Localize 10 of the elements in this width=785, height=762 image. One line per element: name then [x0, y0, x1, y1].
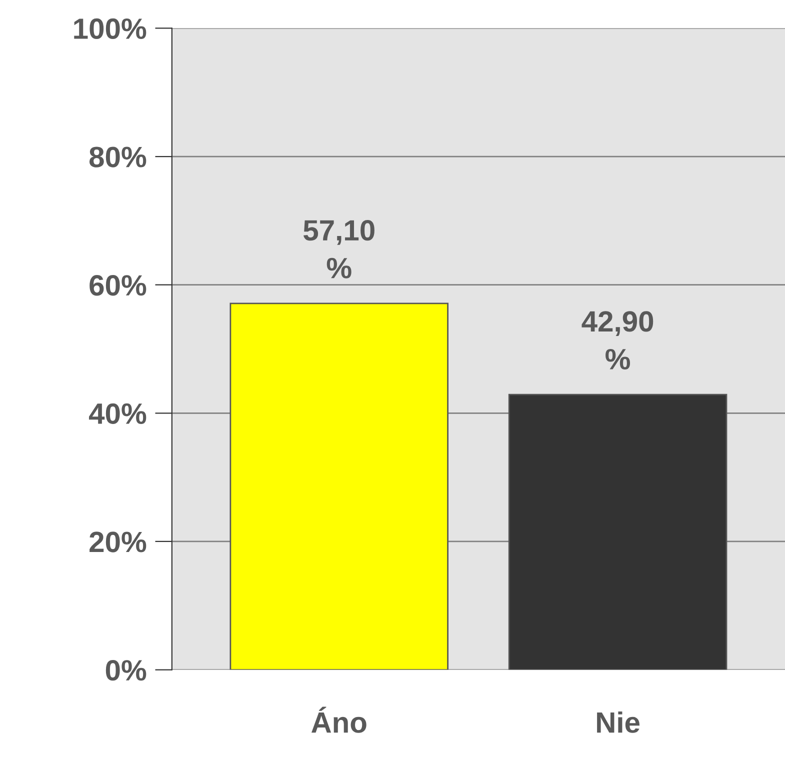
y-tick-label: 80% — [89, 146, 146, 168]
y-tick-label: 0% — [106, 660, 146, 681]
x-tick-label: Áno — [312, 706, 366, 733]
data-label: 42,90 % — [582, 311, 654, 370]
y-tick-label: 20% — [90, 532, 146, 552]
y-tick-label: 40% — [88, 403, 146, 424]
x-tick-label: Nie — [597, 711, 640, 733]
y-tick-label: 100% — [74, 18, 146, 40]
y-tick-label: 60% — [90, 275, 146, 296]
data-label: 57,10 % — [304, 220, 374, 278]
